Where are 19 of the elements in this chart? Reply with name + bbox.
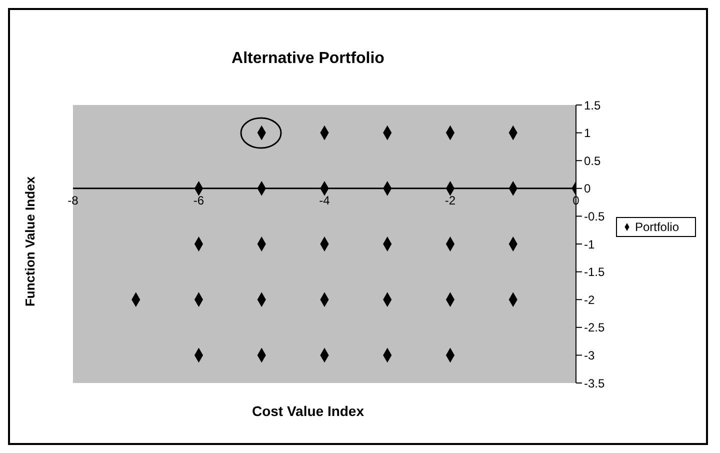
x-tick-label: -8 — [68, 193, 79, 208]
chart-title: Alternative Portfolio — [230, 50, 386, 68]
y-tick-label: 1.5 — [584, 98, 601, 112]
y-tick-label: -1 — [584, 237, 595, 252]
y-tick-label: -1.5 — [584, 265, 605, 280]
y-axis-title: Function Value Index — [22, 176, 38, 307]
x-axis-title: Cost Value Index — [250, 403, 366, 419]
x-tick-label: -2 — [444, 193, 456, 208]
y-tick-label: 0 — [584, 182, 591, 196]
y-tick-label: 0.5 — [584, 154, 601, 168]
legend-label: Portfolio — [634, 220, 679, 234]
x-tick-label: -4 — [319, 193, 330, 208]
y-tick-label: -2 — [584, 292, 595, 307]
y-tick-label: 1 — [584, 126, 591, 140]
y-tick-label: -2.5 — [584, 320, 605, 335]
y-tick-label: -3 — [584, 348, 595, 362]
y-tick-label: -0.5 — [584, 209, 605, 224]
x-tick-label: -6 — [193, 193, 204, 208]
y-tick-label: -3.5 — [584, 376, 605, 390]
